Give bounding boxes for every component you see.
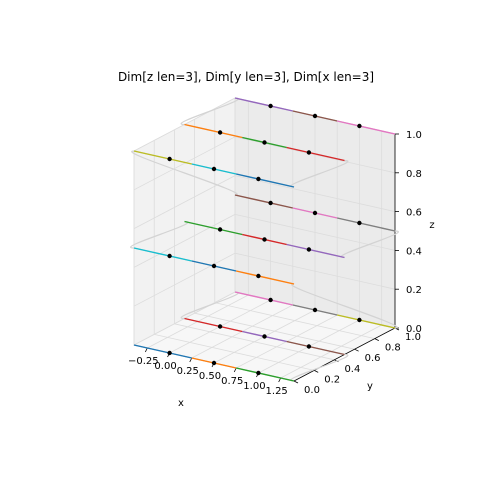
cell-point [167,156,172,162]
z-tick-label: 0.6 [406,208,422,219]
cell-segment [133,247,192,262]
x-tick-label: 0.00 [154,361,176,372]
x-tick-label: 0.50 [199,371,221,382]
y-tick-label: 0.8 [385,343,401,354]
cell-segment [184,123,243,139]
cell-point [268,200,273,206]
cell-segment [234,194,293,209]
cell-point [306,150,312,155]
x-tick-label: 0.75 [221,376,243,387]
cell-segment [236,367,295,382]
cell-point [357,317,362,323]
z-tick-label: 0.4 [406,246,422,257]
x-tick [144,347,148,353]
grid-line-y [154,334,315,371]
x-tick-label: 1.25 [266,386,288,397]
y-tick [314,370,319,373]
cell-point [211,166,217,172]
y-tick [354,348,359,352]
cell-point [217,130,223,135]
z-tick-label: 0.2 [406,285,422,296]
cell-point [268,297,273,303]
cell-segment [286,340,345,356]
grid-line-z [133,175,236,229]
x-tick [189,357,193,363]
x-tick [233,367,237,373]
cell-segment [133,344,192,359]
cell-point [312,113,318,119]
chart-title: Dim[z len=3], Dim[y len=3], Dim[x len=3] [118,70,374,84]
cell-point [312,210,318,216]
grid-line-y [214,302,375,339]
x-axis-label: x [178,398,184,409]
cell-segment [184,317,243,333]
cell-point [256,176,261,182]
y-tick-label: 0.2 [324,374,340,385]
grid-line-z [133,214,236,268]
cell-point [306,344,312,349]
y-tick [374,338,379,341]
cell-segment [337,314,396,329]
cell-point [256,273,261,279]
y-axis-label: y [367,381,373,392]
grid-line-z [133,136,236,191]
cell-point [217,227,223,232]
cell-segment [236,173,295,188]
cell-point [262,334,267,339]
x-tick-label: 0.25 [177,366,199,377]
grid-line-y [174,323,335,361]
x-tick-label: −0.25 [128,356,159,367]
cell-point [312,307,318,313]
y-tick-label: 0.4 [344,364,360,375]
cell-point [167,253,172,259]
grid-line-z [234,175,396,212]
x-tick-label: 1.00 [243,381,265,392]
cell-point [357,220,362,226]
cell-segment [337,217,396,232]
cell-segment [234,97,293,112]
z-axis-label: z [429,220,434,231]
x-tick [278,377,282,383]
cell-segment [337,120,396,135]
cell-segment [236,270,295,285]
cell-point [357,123,362,129]
cell-point [167,350,172,356]
cell-segment [133,150,192,165]
cell-point [256,370,261,376]
cell-point [211,360,217,366]
cell-point [262,237,267,242]
y-tick-label: 1.0 [405,332,421,343]
y-tick [293,380,299,384]
cell-point [217,324,223,329]
cell-segment [234,291,293,306]
plot-area [130,97,399,382]
cell-segment [286,243,345,259]
grid-line-z [234,136,396,174]
cell-point [268,103,273,109]
y-tick-label: 0.6 [365,353,381,364]
cell-segment [286,146,345,162]
grid-line-z [234,252,396,290]
cell-point [211,263,217,269]
cell-point [262,140,267,145]
grid-line-y [194,312,355,350]
z-tick-label: 0.8 [406,169,422,180]
z-tick-label: 0.0 [406,324,422,335]
z-tick-label: 1.0 [406,130,422,141]
y-tick-label: 0.0 [304,385,320,396]
cell-segment [184,220,243,236]
grid-line-z [133,252,236,307]
cell-point [306,247,312,252]
